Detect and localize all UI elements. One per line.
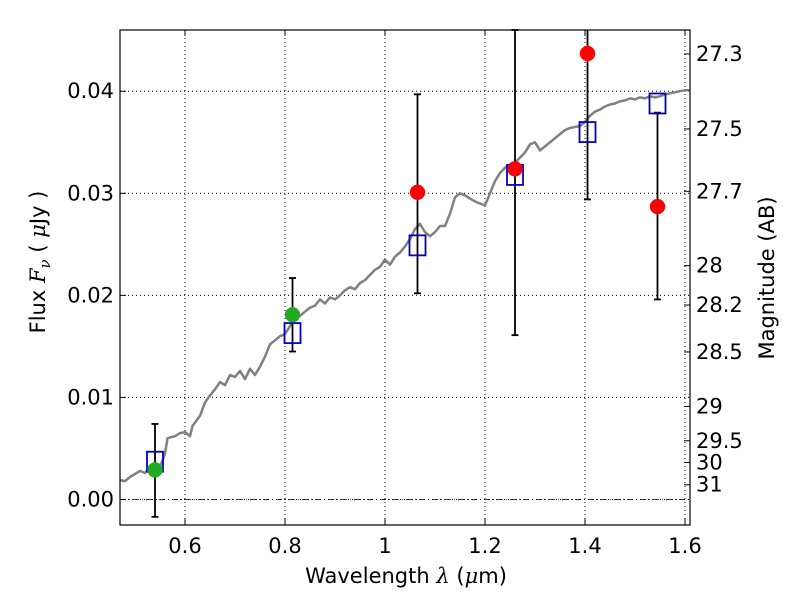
observed-red-point — [409, 184, 426, 201]
magnitude-tick-label: 29 — [696, 394, 723, 418]
model-spectrum-line — [119, 88, 690, 483]
model-photometry-marker — [408, 234, 427, 257]
x-tick-label: 0.6 — [168, 534, 201, 558]
x-tick-label: 0.8 — [268, 534, 301, 558]
magnitude-tick-label: 27.7 — [696, 179, 743, 203]
x-tick-label: 1.4 — [568, 534, 601, 558]
x-axis-title: Wavelength λ (μm) — [305, 564, 507, 588]
observed-green-point — [147, 462, 163, 478]
y-axis-title: Flux Fν ( μJy ) — [26, 191, 54, 334]
y-tick-label: 0.04 — [67, 79, 114, 103]
magnitude-tick-label: 31 — [696, 473, 723, 497]
magnitude-tick-label: 28.5 — [696, 340, 743, 364]
observed-red-point — [507, 161, 523, 177]
observed-points-layer — [147, 45, 666, 478]
y-tick-label: 0.01 — [67, 385, 114, 409]
model-photometry-marker — [283, 322, 302, 345]
errorbar-layer — [151, 29, 661, 518]
magnitude-tick-label: 28.2 — [696, 293, 743, 317]
grid-layer — [120, 30, 690, 525]
y2-axis-title: Magnitude (AB) — [755, 196, 779, 359]
magnitude-tick-label: 28 — [696, 254, 723, 278]
model-photometry-marker — [578, 121, 597, 143]
plot-frame — [119, 29, 691, 526]
observed-green-point — [284, 307, 301, 323]
model-photometry-layer — [146, 92, 667, 473]
axes-frame — [119, 29, 691, 526]
magnitude-tick-label: 27.3 — [696, 42, 743, 66]
observed-red-point — [649, 198, 666, 215]
x-tick-label: 1.2 — [468, 534, 501, 558]
x-tick-label: 1 — [378, 534, 391, 558]
observed-red-point — [579, 45, 596, 62]
y-tick-label: 0.03 — [67, 181, 114, 205]
x-tick-label: 1.6 — [668, 534, 701, 558]
magnitude-tick-label: 29.5 — [696, 429, 743, 453]
magnitude-tick-label: 30 — [696, 450, 723, 474]
model-photometry-marker — [648, 92, 667, 115]
magnitude-tick-label: 27.5 — [696, 117, 743, 141]
y-tick-label: 0.02 — [67, 283, 114, 307]
spectrum-layer — [119, 88, 690, 483]
y-tick-label: 0.00 — [67, 487, 114, 511]
tick-layer: 0.6 0.8 1 1.2 1.4 1.6 0.00 0.01 0.02 0.03 0.04 27.3… — [67, 30, 743, 558]
